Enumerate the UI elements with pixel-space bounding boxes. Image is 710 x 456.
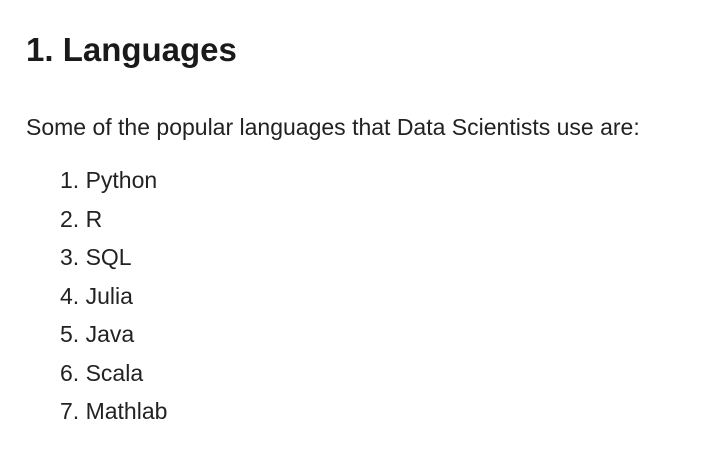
list-item: 6. Scala (60, 354, 167, 393)
list-item: 4. Julia (60, 277, 167, 316)
list-item-label: Java (85, 321, 135, 347)
list-item-label: R (85, 205, 103, 232)
list-item: 5. Java (60, 315, 167, 354)
list-item-number: 7. (60, 398, 80, 424)
section-heading: 1. Languages (26, 31, 237, 68)
intro-paragraph: Some of the popular languages that Data … (26, 114, 640, 140)
list-item-number: 2. (60, 205, 80, 232)
list-item: 2. R (60, 200, 167, 239)
list-item-number: 4. (60, 282, 80, 309)
list-item-number: 6. (60, 359, 80, 386)
list-item: 3. SQL (60, 238, 167, 277)
list-item-label: Scala (85, 359, 144, 386)
list-item-label: SQL (85, 244, 132, 270)
list-item: 1. Python (60, 161, 167, 200)
list-item-label: Mathlab (85, 398, 168, 424)
list-item-label: Python (85, 167, 158, 193)
list-item-number: 3. (60, 244, 80, 270)
list-item-number: 5. (60, 321, 80, 347)
languages-list: 1. Python 2. R 3. SQL 4. Julia 5. Java 6… (60, 161, 167, 431)
list-item: 7. Mathlab (60, 392, 167, 431)
list-item-label: Julia (85, 282, 133, 309)
list-item-number: 1. (60, 167, 80, 193)
